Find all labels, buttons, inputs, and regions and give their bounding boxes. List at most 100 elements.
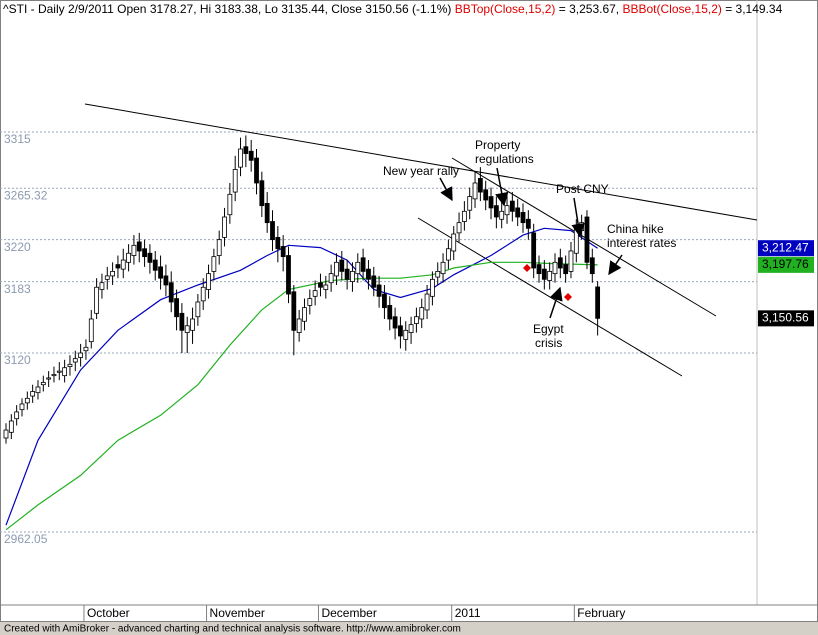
candle-body	[525, 218, 531, 229]
candle-body	[40, 382, 46, 386]
candle-body	[477, 178, 483, 193]
candle-body	[584, 216, 590, 263]
annotation: crisis	[535, 336, 562, 350]
footer-bar	[0, 622, 818, 635]
candle-body	[200, 286, 206, 302]
candle-body	[152, 259, 158, 271]
candles	[3, 135, 601, 444]
annotation: China hike	[607, 222, 664, 236]
candle-body	[35, 386, 41, 394]
candle-body	[366, 268, 371, 280]
candle-body	[302, 307, 307, 322]
candle-body	[14, 411, 20, 420]
value-label: 3,197.76	[762, 257, 809, 271]
candle-body	[104, 275, 110, 280]
annotation: interest rates	[607, 236, 676, 250]
candle-body	[350, 270, 355, 282]
candle-body	[398, 325, 403, 337]
candle-body	[424, 293, 430, 311]
candle-body	[275, 236, 281, 250]
arrow	[549, 286, 563, 319]
candle-body	[147, 252, 153, 263]
value-label: 3,150.56	[762, 311, 809, 325]
candle-body	[493, 205, 499, 218]
annotation: regulations	[475, 152, 534, 166]
y-tick-label: 3315	[4, 132, 31, 146]
candle-body	[158, 266, 163, 279]
candle-body	[568, 250, 574, 272]
candle-body	[312, 290, 318, 297]
header-part: = 3,149.34	[722, 2, 783, 16]
candle-body	[142, 248, 147, 258]
candle-body	[296, 318, 302, 333]
candle-body	[115, 264, 121, 269]
candle-body	[8, 420, 14, 433]
candle-body	[355, 261, 361, 275]
candle-body	[3, 429, 9, 439]
candle-body	[429, 278, 435, 297]
candle-body	[62, 367, 68, 377]
arrow	[439, 177, 453, 202]
value-label: 3,212.47	[762, 240, 809, 254]
annotation: Egypt	[533, 322, 564, 336]
x-axis: October November December 2011 February	[83, 605, 625, 622]
signals	[523, 264, 572, 301]
candle-body	[520, 212, 526, 224]
candle-body	[504, 205, 510, 216]
candle-body	[318, 282, 323, 288]
candle-body	[110, 270, 115, 277]
candle-body	[435, 270, 441, 278]
candle-body	[291, 291, 297, 331]
candle-body	[46, 377, 52, 380]
arrow	[571, 197, 585, 238]
candle-body	[51, 374, 57, 377]
candle-body	[232, 168, 238, 193]
candle-body	[557, 257, 563, 269]
annotation: New year rally	[383, 164, 459, 178]
candle-body	[589, 257, 595, 275]
candle-body	[360, 257, 366, 272]
arrow	[495, 167, 509, 207]
annotation: Post CNY	[556, 182, 609, 196]
footer: Created with AmiBroker - advanced charti…	[4, 624, 461, 635]
arrow	[608, 254, 623, 276]
candle-body	[387, 304, 393, 320]
candle-body	[184, 325, 190, 333]
header-part: = 3,253.67,	[555, 2, 622, 16]
candle-body	[541, 268, 547, 280]
moving-average-line	[5, 227, 598, 526]
y-tick-label: 3265.32	[4, 188, 48, 202]
y-tick-label: 3183	[4, 282, 31, 296]
candle-body	[270, 221, 275, 241]
candle-body	[216, 239, 222, 256]
candle-body	[451, 233, 457, 252]
x-tick-label: December	[321, 606, 376, 620]
candle-body	[163, 275, 169, 286]
candle-body	[67, 363, 73, 367]
candle-body	[371, 275, 377, 288]
header-part: ^STI - Daily 2/9/2011 Open 3178.27, Hi 3…	[3, 2, 455, 16]
candle-body	[515, 207, 521, 218]
candle-body	[440, 261, 446, 275]
candle-body	[579, 222, 585, 231]
x-tick-label: 2011	[455, 606, 481, 620]
candle-body	[211, 256, 217, 272]
annotation-arrows	[439, 167, 623, 319]
candle-body	[456, 222, 462, 234]
candle-body	[467, 196, 473, 211]
grid: 3315 3265.32 3220 3183 3120 2962.05	[0, 131, 757, 546]
candle-body	[30, 391, 36, 397]
candle-body	[344, 268, 350, 280]
candle-body	[190, 318, 195, 331]
candle-body	[547, 270, 553, 281]
candle-body	[419, 307, 425, 320]
moving-averages	[5, 227, 598, 531]
moving-average-line	[5, 261, 598, 531]
candle-body	[392, 316, 398, 329]
candle-body	[531, 232, 537, 269]
x-tick-label: October	[87, 606, 130, 620]
candle-body	[445, 248, 451, 261]
y-tick-label: 2962.05	[4, 532, 48, 546]
